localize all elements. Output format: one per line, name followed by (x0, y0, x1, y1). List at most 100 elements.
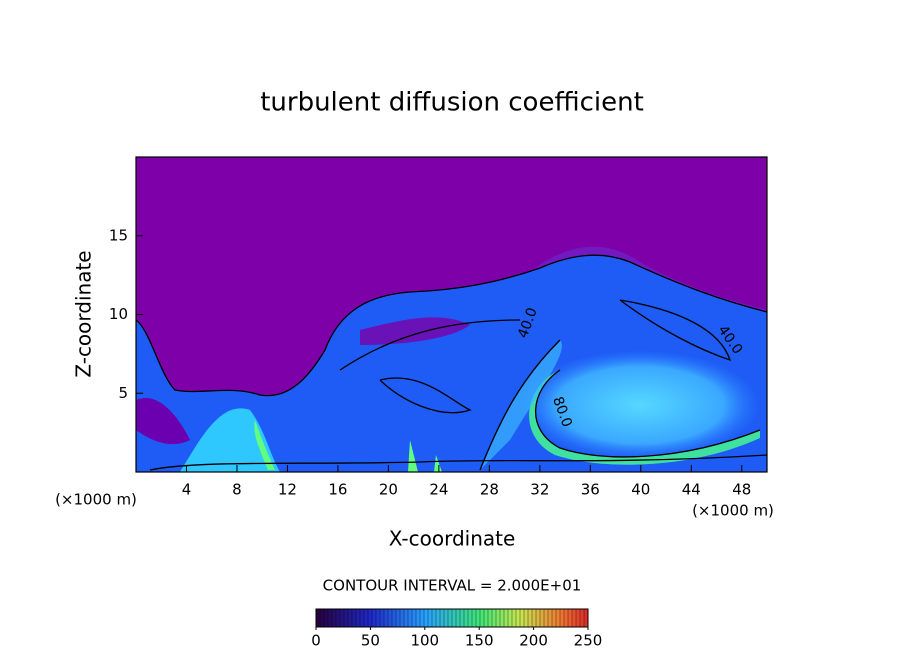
colorbar-swatch (444, 609, 448, 627)
colorbar-swatch (368, 609, 372, 627)
colorbar-swatch (484, 609, 488, 627)
colorbar-swatch (552, 609, 556, 627)
colorbar-swatch (524, 609, 528, 627)
x-tick-label: 20 (379, 481, 398, 499)
colorbar-swatch (452, 609, 456, 627)
colorbar-swatch (420, 609, 424, 627)
colorbar-swatch (320, 609, 324, 627)
contour-interval: CONTOUR INTERVAL = 2.000E+01 (323, 577, 582, 595)
x-tick-label: 32 (530, 481, 549, 499)
colorbar-swatch (492, 609, 496, 627)
colorbar-swatch (344, 609, 348, 627)
colorbar-swatch (384, 609, 388, 627)
colorbar-swatch (504, 609, 508, 627)
colorbar-swatch (352, 609, 356, 627)
colorbar-swatch (560, 609, 564, 627)
x-tick-label: 16 (328, 481, 347, 499)
colorbar-swatch (516, 609, 520, 627)
colorbar-swatch (464, 609, 468, 627)
colorbar-swatch (356, 609, 360, 627)
colorbar-swatch (536, 609, 540, 627)
colorbar-swatch (388, 609, 392, 627)
colorbar-swatch (572, 609, 576, 627)
colorbar-swatch (580, 609, 584, 627)
colorbar-swatch (540, 609, 544, 627)
colorbar-swatch (380, 609, 384, 627)
colorbar-swatch (460, 609, 464, 627)
x-axis-label: X-coordinate (389, 527, 516, 551)
colorbar-swatch (496, 609, 500, 627)
colorbar-swatch (360, 609, 364, 627)
x-tick-label: 36 (581, 481, 600, 499)
x-tick-label: 48 (732, 481, 751, 499)
colorbar-swatch (548, 609, 552, 627)
colorbar-swatch (408, 609, 412, 627)
y-tick-label: 5 (118, 384, 128, 402)
colorbar-swatch (532, 609, 536, 627)
colorbar-swatch (456, 609, 460, 627)
colorbar-swatch (448, 609, 452, 627)
colorbar-tick-label: 0 (311, 632, 321, 650)
colorbar-swatch (424, 609, 428, 627)
colorbar-swatch (564, 609, 568, 627)
colorbar-tick-label: 100 (410, 632, 439, 650)
colorbar-swatch (544, 609, 548, 627)
colorbar-swatch (576, 609, 580, 627)
colorbar-swatch (400, 609, 404, 627)
colorbar-swatch (316, 609, 320, 627)
colorbar-swatch (528, 609, 532, 627)
colorbar-tick-label: 200 (519, 632, 548, 650)
colorbar-swatch (412, 609, 416, 627)
colorbar-swatch (508, 609, 512, 627)
field-region (480, 340, 562, 470)
field-region (136, 398, 190, 445)
field-region (360, 317, 470, 345)
colorbar-swatch (512, 609, 516, 627)
colorbar-swatch (440, 609, 444, 627)
colorbar-swatch (568, 609, 572, 627)
x-tick-label: 8 (232, 481, 242, 499)
x-tick-label: 4 (182, 481, 192, 499)
colorbar-swatch (324, 609, 328, 627)
colorbar-frame (315, 608, 589, 628)
colorbar-swatch (584, 609, 588, 627)
contour-lines (136, 254, 767, 471)
colorbar-swatch (500, 609, 504, 627)
colorbar-swatch (428, 609, 432, 627)
colorbar-swatch (480, 609, 484, 627)
colorbar-swatch (556, 609, 560, 627)
colorbar-swatch (476, 609, 480, 627)
colorbar-swatch (336, 609, 340, 627)
x-tick-label: 40 (631, 481, 650, 499)
x-unit-label: (×1000 m) (55, 491, 137, 509)
y-tick-label: 15 (109, 226, 128, 244)
colorbar-swatch (332, 609, 336, 627)
colorbar-tick-label: 50 (361, 632, 380, 650)
colorbar-swatch (392, 609, 396, 627)
colorbar-swatch (432, 609, 436, 627)
colorbar-swatch (468, 609, 472, 627)
colorbar-swatch (364, 609, 368, 627)
colorbar-swatch (404, 609, 408, 627)
colorbar-swatch (436, 609, 440, 627)
chart-title: turbulent diffusion coefficient (260, 88, 644, 118)
colorbar-tick-label: 150 (465, 632, 494, 650)
contour-field (136, 157, 767, 472)
y-axis-label: Z-coordinate (72, 250, 96, 377)
colorbar-swatch (396, 609, 400, 627)
colorbar-swatch (372, 609, 376, 627)
colorbar-tick-label: 250 (574, 632, 603, 650)
colorbar-swatch (348, 609, 352, 627)
colorbar-swatch (472, 609, 476, 627)
x-tick-label: 24 (429, 481, 448, 499)
x-unit-label: (×1000 m) (692, 502, 774, 520)
y-tick-label: 10 (109, 305, 128, 323)
x-tick-label: 12 (278, 481, 297, 499)
colorbar-swatch (328, 609, 332, 627)
field-region (254, 420, 275, 470)
colorbar-swatch (520, 609, 524, 627)
colorbar-swatch (340, 609, 344, 627)
x-tick-label: 44 (682, 481, 701, 499)
colorbar-swatch (416, 609, 420, 627)
